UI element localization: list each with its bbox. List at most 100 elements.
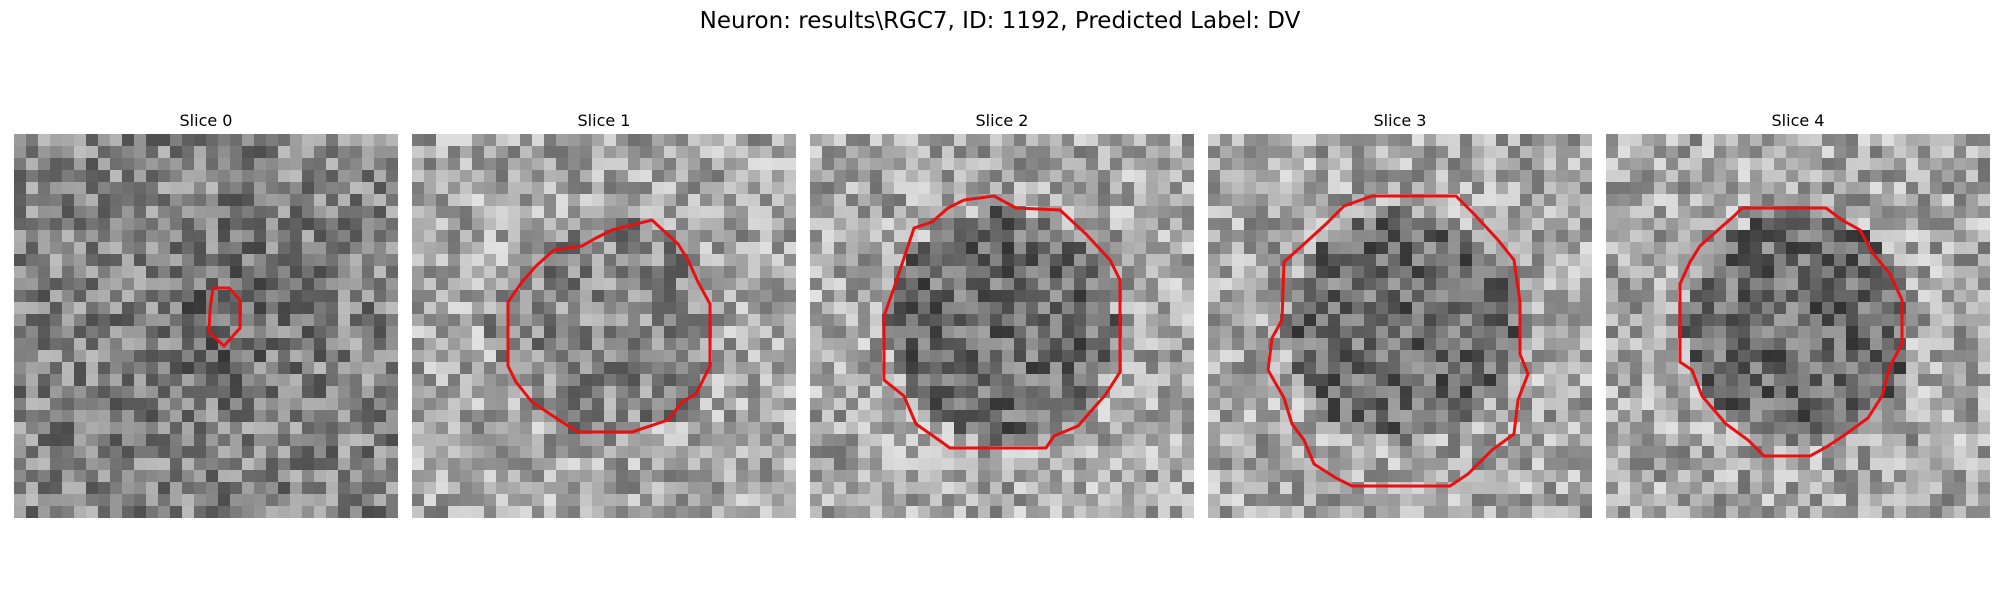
image-pixel [1304,206,1317,219]
image-pixel [1448,338,1461,351]
image-pixel [1062,266,1075,279]
image-pixel [230,398,243,411]
image-pixel [954,302,967,315]
image-pixel [242,302,255,315]
image-pixel [822,422,835,435]
image-pixel [496,182,509,195]
image-pixel [1942,386,1955,399]
image-pixel [1146,146,1159,159]
image-pixel [966,410,979,423]
image-pixel [1882,422,1895,435]
image-pixel [1846,326,1859,339]
image-pixel [1496,134,1509,147]
image-pixel [760,362,773,375]
image-pixel [1050,386,1063,399]
image-pixel [1220,206,1233,219]
image-pixel [508,302,521,315]
image-pixel [1328,134,1341,147]
image-pixel [1400,338,1413,351]
image-pixel [1110,410,1123,423]
image-pixel [1280,170,1293,183]
image-pixel [1966,422,1979,435]
image-pixel [1050,410,1063,423]
image-pixel [978,266,991,279]
image-pixel [978,146,991,159]
image-pixel [966,398,979,411]
image-pixel [1388,266,1401,279]
image-pixel [182,422,195,435]
image-pixel [1846,242,1859,255]
image-pixel [218,422,231,435]
image-pixel [1822,326,1835,339]
image-pixel [266,158,279,171]
image-pixel [966,386,979,399]
image-pixel [760,506,773,518]
image-pixel [26,278,39,291]
image-pixel [1268,182,1281,195]
image-pixel [350,350,363,363]
image-pixel [978,410,991,423]
image-pixel [98,506,111,518]
image-pixel [978,302,991,315]
image-pixel [724,230,737,243]
image-pixel [1280,146,1293,159]
image-pixel [834,218,847,231]
image-pixel [278,170,291,183]
image-pixel [1834,422,1847,435]
image-pixel [640,230,653,243]
image-pixel [362,326,375,339]
image-pixel [496,494,509,507]
image-pixel [1304,326,1317,339]
image-pixel [1472,170,1485,183]
image-pixel [110,146,123,159]
image-pixel [822,482,835,495]
image-pixel [1484,410,1497,423]
image-pixel [1412,302,1425,315]
image-pixel [362,170,375,183]
image-pixel [846,182,859,195]
image-pixel [1556,302,1569,315]
image-pixel [640,326,653,339]
image-pixel [1182,374,1194,387]
image-pixel [460,386,473,399]
image-pixel [1834,362,1847,375]
image-pixel [580,278,593,291]
image-pixel [712,242,725,255]
image-pixel [1328,458,1341,471]
image-pixel [1726,326,1739,339]
image-pixel [1942,230,1955,243]
image-pixel [966,242,979,255]
image-pixel [1170,482,1183,495]
image-pixel [1002,278,1015,291]
image-pixel [1930,158,1943,171]
image-pixel [412,350,425,363]
image-pixel [50,134,63,147]
image-pixel [1232,170,1245,183]
image-pixel [110,494,123,507]
image-pixel [266,386,279,399]
image-pixel [1930,362,1943,375]
image-pixel [1690,338,1703,351]
image-pixel [1014,350,1027,363]
image-pixel [266,410,279,423]
image-pixel [230,182,243,195]
image-pixel [712,434,725,447]
image-pixel [26,182,39,195]
image-pixel [1244,278,1257,291]
image-pixel [544,482,557,495]
image-pixel [484,182,497,195]
image-pixel [1496,146,1509,159]
image-pixel [302,494,315,507]
image-pixel [846,350,859,363]
image-pixel [1086,266,1099,279]
image-pixel [50,434,63,447]
image-pixel [1810,242,1823,255]
image-pixel [724,338,737,351]
image-pixel [62,182,75,195]
image-pixel [182,338,195,351]
image-pixel [544,506,557,518]
image-pixel [556,506,569,518]
image-pixel [1244,470,1257,483]
image-pixel [110,206,123,219]
image-pixel [1316,182,1329,195]
